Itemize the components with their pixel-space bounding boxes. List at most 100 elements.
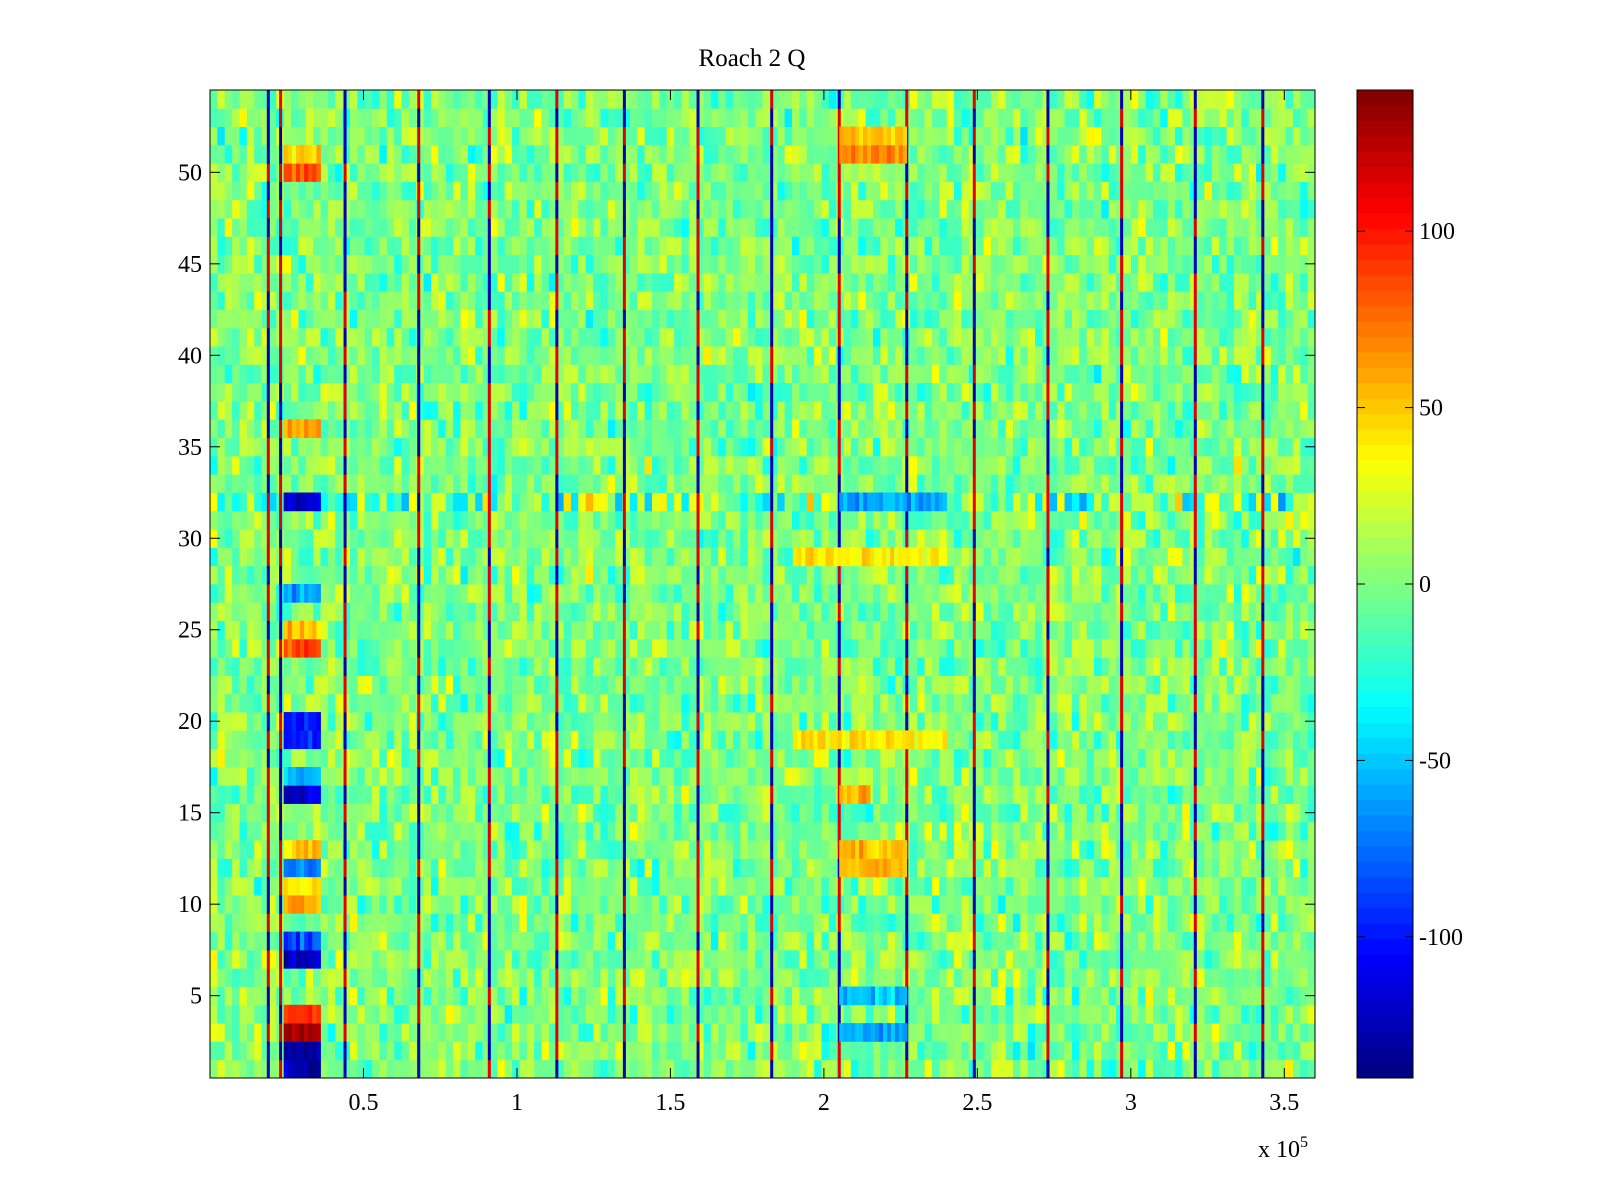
heatmap-cell [1219,986,1227,1006]
heatmap-cell [394,712,402,731]
heatmap-cell [305,693,314,713]
heatmap-cell [239,492,248,512]
heatmap-cell [600,913,609,933]
heatmap-cell [725,547,734,567]
heatmap-cell [733,547,741,567]
heatmap-cell [298,803,307,823]
heatmap-cell [917,565,925,585]
heatmap-cell [1035,876,1043,896]
heatmap-cell [1116,565,1124,585]
heatmap-cell [526,858,535,878]
heatmap-cell [1241,730,1250,750]
heatmap-cell [570,730,579,750]
heatmap-cell [1211,620,1220,640]
heatmap-cell [858,529,867,548]
heatmap-cell [210,876,218,896]
heatmap-cell [954,474,962,493]
heatmap-cell [526,584,535,603]
heatmap-cell [637,510,646,530]
heatmap-cell [548,584,557,603]
heatmap-cell [394,895,402,914]
heatmap-cell [475,492,483,512]
heatmap-cell [1300,712,1309,731]
heatmap-cell [990,492,999,512]
heatmap-cell [298,693,307,713]
heatmap-cell [931,1023,940,1042]
heatmap-cell [990,657,999,676]
heatmap-cell [983,638,992,658]
heatmap-cell [615,748,623,768]
heatmap-cell [880,821,889,841]
heatmap-cell [246,858,255,878]
heatmap-cell [1057,931,1065,951]
heatmap-cell [246,821,255,841]
heatmap-cell [1204,840,1213,859]
heatmap-cell [666,1004,675,1024]
heatmap-cell [1270,913,1279,933]
heatmap-cell [629,529,638,548]
heatmap-cell [990,1004,999,1024]
heatmap-cell [1278,602,1286,621]
heatmap-cell [1123,712,1132,731]
heatmap-cell [1175,620,1183,640]
heatmap-cell [931,785,940,804]
heatmap-cell [850,474,859,493]
heatmap-cell [512,1041,520,1061]
heatmap-cell [335,949,343,969]
heatmap-cell [607,986,616,1006]
heatmap-cell [1116,1041,1124,1061]
heatmap-cell [431,986,439,1006]
heatmap-cell [629,620,638,640]
heatmap-cell [1057,748,1065,768]
heatmap-cell [349,657,358,676]
heatmap-cell [644,876,653,896]
heatmap-cell [489,620,498,640]
heatmap-cell [453,565,461,585]
heatmap-cell [239,529,248,548]
heatmap-cell [600,840,609,859]
heatmap-cell [1226,1004,1235,1024]
heatmap-cell [556,931,564,951]
heatmap-cell [1042,876,1051,896]
heatmap-cell [895,638,903,658]
heatmap-cell [364,1041,373,1061]
heatmap-cell [593,858,601,878]
heatmap-cell [1300,821,1309,841]
heatmap-cell [489,492,498,512]
heatmap-cell [681,840,690,859]
heatmap-cell [556,803,564,823]
heatmap-cell [291,455,299,475]
heatmap-cell [843,913,852,933]
heatmap-cell [1256,602,1264,621]
heatmap-cell [239,766,248,786]
heatmap-cell [283,474,292,493]
heatmap-cell [585,766,594,786]
heatmap-cell [394,968,402,987]
heatmap-cell [939,675,948,695]
heatmap-cell [1042,474,1051,493]
heatmap-cell [769,584,778,603]
heatmap-cell [246,895,255,914]
heatmap-cell [232,492,240,512]
heatmap-cell [696,693,704,713]
heatmap-cell [1108,712,1117,731]
heatmap-cell [607,584,616,603]
heatmap-cell [983,492,992,512]
heatmap-cell [519,620,528,640]
heatmap-cell [1182,1041,1191,1061]
heatmap-cell [1071,840,1080,859]
heatmap-cell [1079,675,1088,695]
heatmap-cell [1219,712,1227,731]
heatmap-cell [548,858,557,878]
heatmap-cell [1278,766,1286,786]
heatmap-cell [1270,1004,1279,1024]
heatmap-cell [1108,510,1117,530]
heatmap-cell [1204,1041,1213,1061]
heatmap-cell [784,657,793,676]
heatmap-cell [349,638,358,658]
heatmap-cell [637,1041,646,1061]
heatmap-cell [931,620,940,640]
heatmap-cell [747,785,756,804]
heatmap-cell [1049,675,1058,695]
heatmap-cell [298,986,307,1006]
